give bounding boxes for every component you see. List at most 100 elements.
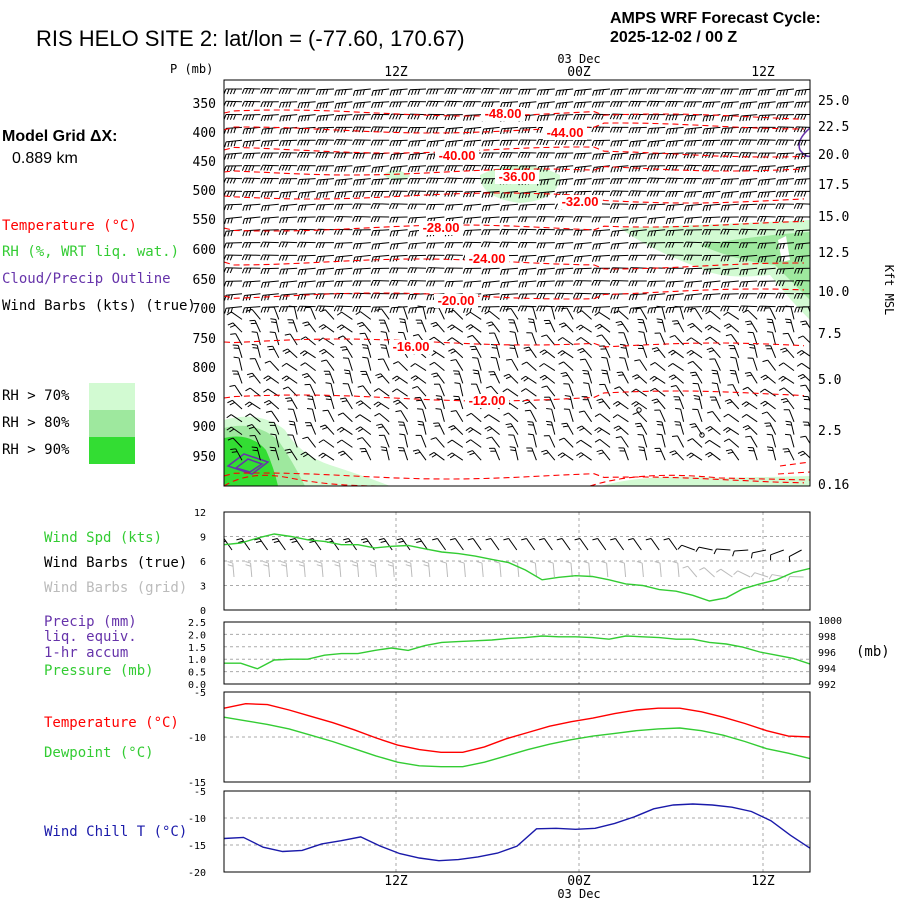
wind-barb xyxy=(376,308,390,320)
wind-barb xyxy=(481,216,500,224)
wind-barb xyxy=(634,359,648,371)
wind-barb xyxy=(444,165,463,172)
wind-barb xyxy=(614,386,629,397)
wind-barb xyxy=(538,538,553,551)
wind-barb xyxy=(224,190,243,197)
wind-barb xyxy=(610,538,625,551)
wind-barb xyxy=(373,388,390,397)
wind-barb-field xyxy=(224,87,810,461)
wind-barb xyxy=(412,449,427,461)
top-time-tick: 12Z xyxy=(384,65,408,80)
wind-barb xyxy=(539,374,556,384)
wind-barb xyxy=(465,311,482,320)
wind-barb xyxy=(352,203,371,210)
wind-barb xyxy=(440,561,449,578)
wind-barb xyxy=(576,452,592,461)
wind-barb xyxy=(318,324,335,333)
wind-barb xyxy=(554,152,574,159)
wind-barb xyxy=(429,336,445,346)
axis-tick-label: 994 xyxy=(818,664,836,675)
wind-barb xyxy=(300,451,316,461)
wind-barb xyxy=(230,448,243,461)
pressure-tick-label: 750 xyxy=(193,332,216,347)
temperature-contour xyxy=(224,288,805,300)
wind-barb xyxy=(426,203,445,211)
wind-barb xyxy=(750,549,767,559)
temperature-contour xyxy=(224,192,805,204)
wind-barb xyxy=(499,228,519,235)
wind-barb xyxy=(503,373,519,384)
wind-barb xyxy=(738,203,758,211)
wind-barb xyxy=(594,311,611,320)
wind-barb xyxy=(263,399,280,410)
wind-barb xyxy=(723,311,740,320)
wind-barb xyxy=(297,241,316,248)
wind-barb xyxy=(573,242,592,250)
wind-barb xyxy=(546,408,556,422)
wind-barb xyxy=(573,178,592,186)
wind-barb xyxy=(709,358,721,371)
wind-barb xyxy=(371,242,390,250)
wind-barb xyxy=(425,267,445,274)
wind-barb xyxy=(260,152,279,159)
wind-barb xyxy=(683,101,703,108)
wind-barb xyxy=(775,114,795,121)
wind-barb xyxy=(775,306,795,312)
wind-barb xyxy=(299,350,316,359)
wind-barb xyxy=(683,229,703,236)
wind-barb xyxy=(775,229,795,236)
wind-barb xyxy=(647,293,666,301)
axis-tick-label: -5 xyxy=(194,787,206,798)
wind-barb xyxy=(407,126,427,133)
wind-barb xyxy=(591,306,611,313)
wind-barb xyxy=(508,319,519,333)
wind-barb xyxy=(547,561,555,578)
wind-barb xyxy=(558,322,574,333)
wind-barb xyxy=(690,371,703,384)
wind-barb xyxy=(396,538,411,551)
temperature-contour xyxy=(224,166,805,176)
wind-barb xyxy=(465,324,482,333)
wind-barb xyxy=(682,565,698,578)
wind-barb xyxy=(241,88,261,95)
wind-barb xyxy=(728,345,740,358)
wind-barb xyxy=(321,359,335,371)
wind-barb xyxy=(677,544,695,551)
wind-barb xyxy=(536,101,555,109)
wind-barb xyxy=(759,388,776,397)
wind-barb xyxy=(764,307,777,320)
wind-barb xyxy=(260,126,279,135)
axis-tick-label: 0.5 xyxy=(188,668,206,679)
wind-barb xyxy=(356,437,372,448)
wind-barb xyxy=(297,190,316,199)
wind-barb xyxy=(305,306,317,320)
rh70-region-upper-small xyxy=(383,170,410,181)
wind-barb xyxy=(414,538,429,551)
wind-panel: Wind Spd (kts) Wind Barbs (true) Wind Ba… xyxy=(44,508,811,617)
wind-barb xyxy=(545,420,556,435)
wind-barb xyxy=(362,356,372,371)
wind-barb xyxy=(467,538,482,551)
wind-barb xyxy=(583,561,591,578)
wind-barb xyxy=(557,452,574,461)
wind-barb xyxy=(241,254,261,261)
wind-barb xyxy=(376,423,390,435)
contour-label-bg xyxy=(389,340,433,354)
legend-rh80-swatch xyxy=(89,410,135,437)
wind-barb xyxy=(300,362,316,371)
wind-barb xyxy=(469,345,482,359)
axis-tick-label: 1.5 xyxy=(188,643,206,654)
wind-barb xyxy=(720,293,739,300)
axis-tick-label: 9 xyxy=(200,533,206,544)
temperature-contour xyxy=(224,390,805,402)
wind-barb xyxy=(649,375,666,384)
wind-barb xyxy=(334,561,342,578)
wind-barb xyxy=(503,538,518,551)
wind-barb xyxy=(776,254,795,263)
wind-barb xyxy=(634,307,648,320)
wind-barb xyxy=(757,165,776,173)
wind-barb xyxy=(747,446,758,461)
height-tick-label: 12.5 xyxy=(818,246,849,261)
wind-barb xyxy=(591,126,611,133)
wind-barb xyxy=(665,139,684,148)
